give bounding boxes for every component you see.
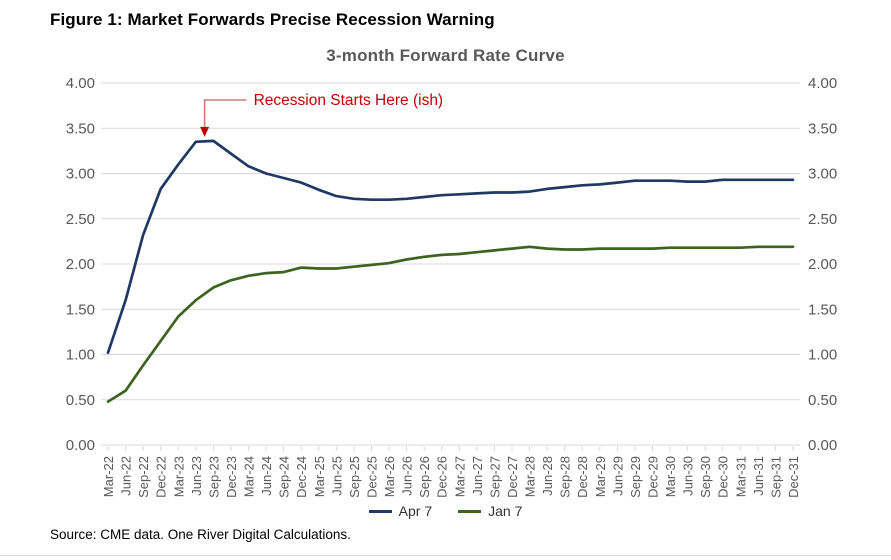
x-axis-label: Dec-24	[294, 456, 309, 498]
series-line-apr7	[106, 139, 795, 355]
y-axis-label-left: 4.00	[66, 75, 95, 92]
legend-item-jan7: Jan 7	[458, 503, 522, 519]
x-axis-label: Mar-24	[242, 456, 257, 497]
x-axis-label: Dec-28	[575, 456, 590, 498]
x-axis-label: Jun-31	[751, 456, 766, 496]
x-axis-label: Sep-30	[698, 456, 713, 498]
y-axis-label-right: 1.50	[808, 301, 837, 318]
legend-item-apr7: Apr 7	[368, 503, 433, 519]
jan7-line-swatch	[458, 509, 482, 513]
x-axis-label: Sep-26	[417, 456, 432, 498]
x-axis-label: Mar-26	[382, 456, 397, 497]
bottom-divider	[0, 555, 891, 556]
x-axis-label: Mar-29	[593, 456, 608, 497]
chart-legend: Apr 7 Jan 7	[0, 503, 891, 519]
legend-label-jan7: Jan 7	[488, 503, 523, 519]
x-axis-label: Mar-30	[663, 456, 678, 497]
x-axis-label: Sep-22	[136, 456, 151, 498]
annotation-connector	[203, 99, 247, 127]
x-axis-label: Dec-31	[786, 456, 801, 498]
y-axis-label-right: 0.50	[808, 392, 837, 409]
y-axis-label-right: 2.50	[808, 211, 837, 228]
y-axis-label-left: 3.50	[66, 120, 95, 137]
x-axis-label: Jun-29	[610, 456, 625, 496]
x-axis-label: Sep-23	[206, 456, 221, 498]
x-axis-label: Jun-28	[540, 456, 555, 496]
x-axis-label: Mar-31	[733, 456, 748, 497]
forward-rate-chart: 4.00 4.00 3.50 3.50 3.00 3.00 2.50 2.50 2.00 2.00…	[66, 75, 837, 498]
x-axis-label: Mar-27	[452, 456, 467, 497]
figure-title: Figure 1: Market Forwards Precise Recess…	[50, 10, 495, 29]
x-axis-label: Dec-26	[435, 456, 450, 498]
x-axis-label: Sep-31	[768, 456, 783, 498]
x-axis-label: Jun-30	[681, 456, 696, 496]
annotation-arrowhead	[200, 126, 210, 137]
x-axis-label: Dec-25	[365, 456, 380, 498]
x-axis-label: Jun-25	[329, 456, 344, 496]
x-axis-label: Jun-27	[470, 456, 485, 496]
y-axis-label-left: 3.00	[66, 166, 95, 183]
y-axis-label-right: 0.00	[808, 437, 837, 454]
y-axis-label-left: 2.50	[66, 211, 95, 228]
x-axis-label: Sep-28	[558, 456, 573, 498]
x-axis-label: Dec-29	[646, 456, 661, 498]
x-axis-label: Jun-26	[400, 456, 415, 496]
x-axis-label: Sep-24	[277, 456, 292, 498]
source-note: Source: CME data. One River Digital Calc…	[50, 527, 351, 542]
x-axis-label: Sep-25	[347, 456, 362, 498]
y-axis-label-right: 2.00	[808, 256, 837, 273]
y-axis-label-left: 1.00	[66, 347, 95, 364]
y-axis-label-right: 1.00	[808, 347, 837, 364]
x-axis-label: Jun-24	[259, 456, 274, 496]
chart-title: 3-month Forward Rate Curve	[326, 46, 565, 65]
y-axis-label-left: 0.00	[66, 437, 95, 454]
apr7-line-swatch	[368, 509, 392, 513]
y-axis-label-left: 2.00	[66, 256, 95, 273]
y-axis-label-right: 3.50	[808, 120, 837, 137]
x-axis-label: Sep-27	[487, 456, 502, 498]
y-axis-label-right: 3.00	[808, 166, 837, 183]
x-axis-label: Mar-23	[171, 456, 186, 497]
x-axis-label: Mar-25	[312, 456, 327, 497]
x-axis-label: Sep-29	[628, 456, 643, 498]
annotation-text: Recession Starts Here (ish)	[254, 92, 444, 109]
y-axis-label-right: 4.00	[808, 75, 837, 92]
legend-label-apr7: Apr 7	[398, 503, 433, 519]
x-axis-label: Jun-22	[119, 456, 134, 496]
y-axis-label-left: 1.50	[66, 301, 95, 318]
x-axis-label: Jun-23	[189, 456, 204, 496]
y-axis-label-left: 0.50	[66, 392, 95, 409]
x-axis-label: Mar-22	[101, 456, 116, 497]
x-axis-label: Mar-28	[523, 456, 538, 497]
series-line-jan7	[106, 245, 795, 403]
x-axis-label: Dec-27	[505, 456, 520, 498]
x-axis-label: Dec-22	[154, 456, 169, 498]
x-axis-label: Dec-23	[224, 456, 239, 498]
x-axis-label: Dec-30	[716, 456, 731, 498]
